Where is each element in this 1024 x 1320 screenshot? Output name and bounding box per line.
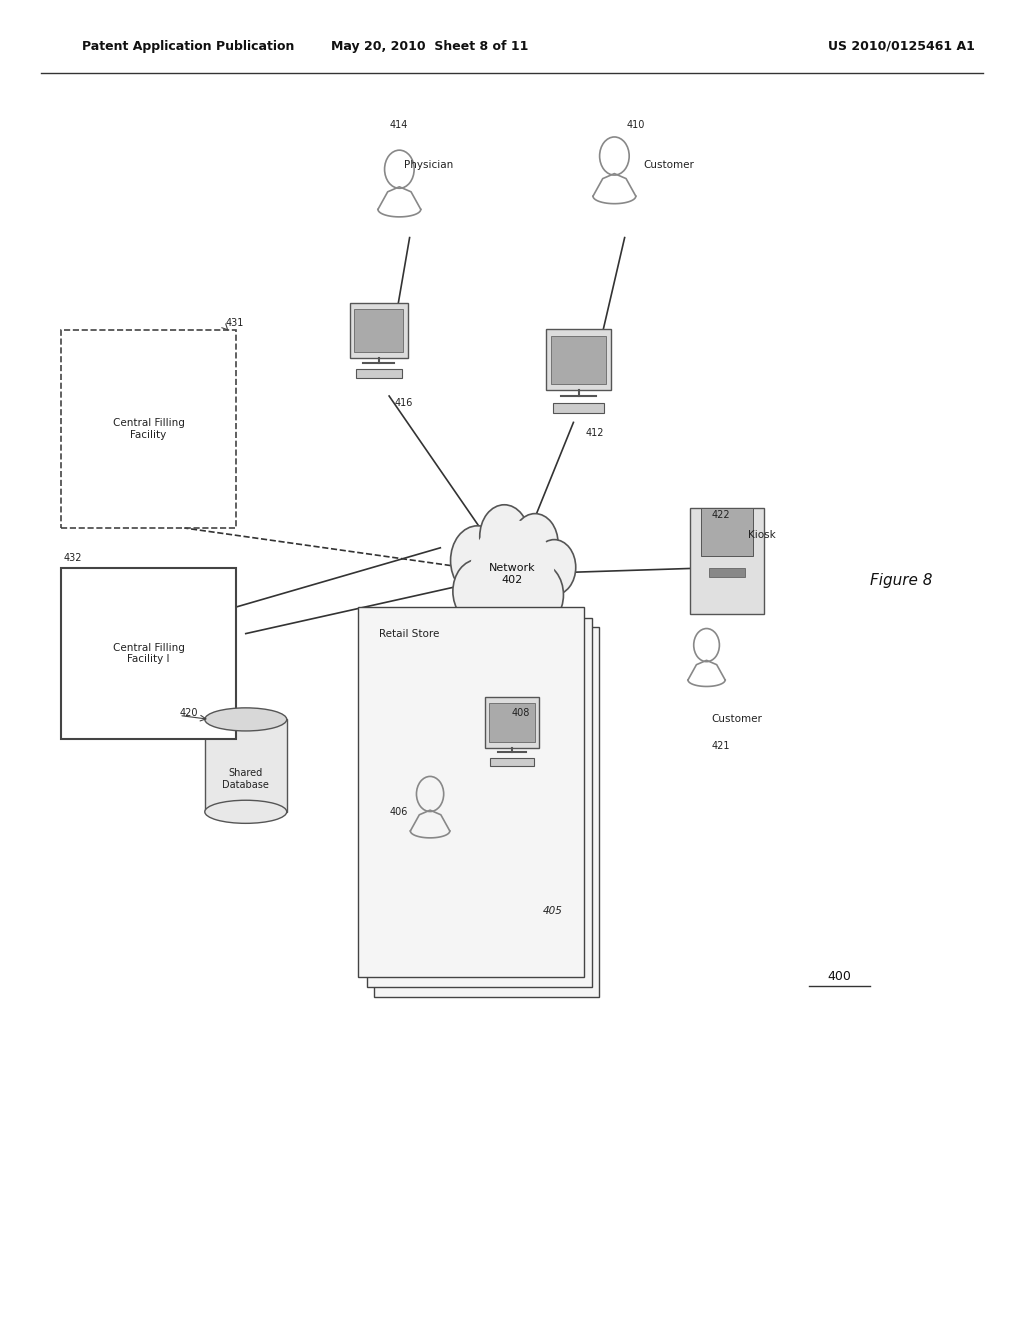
FancyBboxPatch shape [205, 719, 287, 812]
Text: Physician: Physician [404, 160, 454, 170]
Circle shape [479, 504, 528, 568]
Ellipse shape [205, 800, 287, 824]
FancyBboxPatch shape [489, 702, 535, 742]
Circle shape [485, 576, 531, 635]
Text: Network
402: Network 402 [488, 564, 536, 585]
FancyBboxPatch shape [485, 697, 539, 747]
Text: 416: 416 [394, 397, 413, 408]
FancyBboxPatch shape [701, 508, 753, 556]
Text: Retail Store: Retail Store [379, 628, 439, 639]
Circle shape [453, 560, 502, 623]
FancyBboxPatch shape [490, 758, 534, 766]
FancyBboxPatch shape [690, 508, 764, 615]
Text: May 20, 2010  Sheet 8 of 11: May 20, 2010 Sheet 8 of 11 [332, 40, 528, 53]
Circle shape [514, 564, 563, 627]
FancyBboxPatch shape [358, 607, 584, 977]
FancyBboxPatch shape [552, 337, 605, 384]
Text: 431: 431 [225, 318, 244, 329]
Text: Shared
Database: Shared Database [222, 768, 269, 789]
FancyBboxPatch shape [350, 302, 408, 358]
FancyBboxPatch shape [709, 569, 745, 577]
FancyBboxPatch shape [61, 568, 236, 739]
Text: 414: 414 [389, 120, 408, 131]
Circle shape [470, 520, 554, 628]
Circle shape [451, 525, 504, 595]
Text: Customer: Customer [712, 714, 763, 725]
Text: 406: 406 [389, 807, 408, 817]
FancyBboxPatch shape [355, 370, 402, 378]
Text: 420: 420 [179, 708, 198, 718]
FancyBboxPatch shape [374, 627, 599, 997]
Text: US 2010/0125461 A1: US 2010/0125461 A1 [827, 40, 975, 53]
Text: Kiosk: Kiosk [748, 529, 775, 540]
FancyBboxPatch shape [367, 618, 592, 987]
FancyBboxPatch shape [547, 330, 610, 391]
Text: 421: 421 [712, 741, 730, 751]
Text: Customer: Customer [643, 160, 694, 170]
Ellipse shape [205, 708, 287, 731]
Circle shape [532, 540, 575, 595]
Text: 422: 422 [712, 510, 730, 520]
FancyBboxPatch shape [354, 309, 403, 352]
Text: Central Filling
Facility I: Central Filling Facility I [113, 643, 184, 664]
Text: 408: 408 [512, 708, 530, 718]
Text: Patent Application Publication: Patent Application Publication [82, 40, 294, 53]
Text: 400: 400 [827, 970, 852, 983]
Circle shape [512, 513, 558, 573]
Text: 405: 405 [543, 906, 562, 916]
Text: 412: 412 [586, 428, 604, 438]
FancyBboxPatch shape [553, 403, 604, 413]
Text: 410: 410 [627, 120, 645, 131]
Text: Central Filling
Facility: Central Filling Facility [113, 418, 184, 440]
Text: 432: 432 [63, 553, 82, 564]
Text: Figure 8: Figure 8 [869, 573, 933, 589]
